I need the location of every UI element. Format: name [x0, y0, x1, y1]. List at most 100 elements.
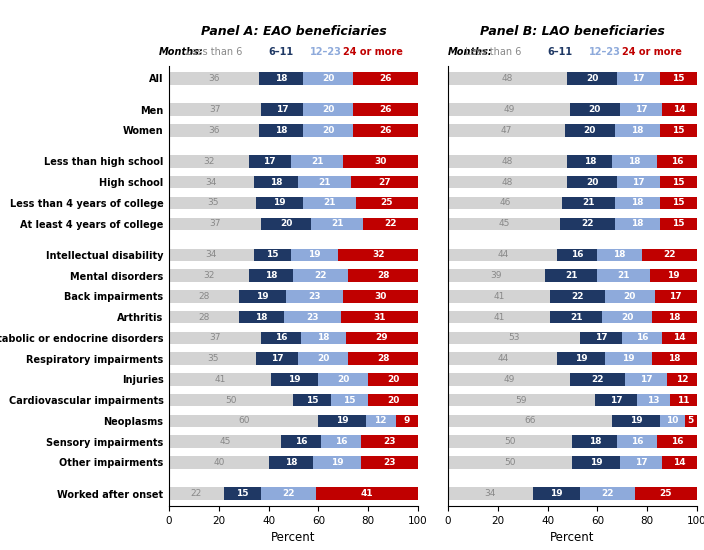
Text: 17: 17: [634, 458, 647, 467]
Bar: [269, 456, 313, 469]
Bar: [567, 176, 617, 189]
Bar: [550, 311, 603, 323]
Bar: [650, 270, 697, 282]
Text: 26: 26: [379, 126, 392, 135]
Bar: [224, 487, 261, 500]
Text: 31: 31: [373, 312, 386, 322]
Text: 15: 15: [672, 199, 684, 207]
Text: 12: 12: [676, 375, 689, 384]
Text: 17: 17: [640, 375, 652, 384]
Text: 13: 13: [647, 395, 660, 405]
Bar: [286, 290, 344, 303]
Bar: [657, 155, 697, 168]
Text: 49: 49: [503, 105, 515, 114]
Bar: [662, 103, 697, 116]
Text: 21: 21: [311, 157, 323, 166]
Text: 24 or more: 24 or more: [622, 47, 682, 57]
Text: 17: 17: [263, 157, 276, 166]
Bar: [281, 436, 321, 448]
Text: 19: 19: [331, 458, 344, 467]
Bar: [169, 72, 258, 85]
Bar: [169, 270, 249, 282]
Text: 66: 66: [524, 416, 536, 425]
Bar: [258, 72, 303, 85]
Bar: [612, 155, 657, 168]
Text: 49: 49: [503, 375, 515, 384]
Bar: [169, 415, 318, 427]
Bar: [567, 72, 617, 85]
Bar: [256, 197, 303, 209]
Bar: [339, 249, 418, 261]
Bar: [316, 487, 418, 500]
Bar: [271, 373, 318, 386]
Text: 37: 37: [209, 333, 221, 343]
Bar: [294, 270, 348, 282]
Text: 20: 20: [318, 354, 329, 363]
Text: 28: 28: [198, 292, 210, 301]
Bar: [670, 394, 697, 406]
Text: 35: 35: [207, 199, 218, 207]
Bar: [396, 415, 418, 427]
Bar: [169, 155, 249, 168]
Text: 19: 19: [550, 489, 562, 498]
Text: 18: 18: [613, 250, 626, 260]
Text: 22: 22: [315, 271, 327, 280]
Text: 15: 15: [266, 250, 279, 260]
Bar: [294, 394, 331, 406]
Text: 20: 20: [387, 375, 399, 384]
Text: 45: 45: [220, 437, 231, 446]
Text: 32: 32: [203, 157, 215, 166]
Bar: [169, 487, 224, 500]
Bar: [572, 436, 617, 448]
Bar: [545, 270, 597, 282]
Text: 44: 44: [497, 250, 508, 260]
Bar: [595, 394, 637, 406]
Text: 22: 22: [581, 219, 593, 228]
Bar: [615, 197, 660, 209]
Bar: [239, 290, 286, 303]
Text: 29: 29: [376, 333, 388, 343]
Bar: [448, 394, 595, 406]
Text: 20: 20: [322, 74, 334, 83]
Bar: [448, 487, 533, 500]
Bar: [597, 270, 650, 282]
Text: 15: 15: [672, 178, 684, 187]
Bar: [660, 124, 697, 136]
Text: 36: 36: [208, 74, 220, 83]
Bar: [660, 72, 697, 85]
Bar: [660, 217, 697, 230]
Bar: [169, 176, 253, 189]
Text: 19: 19: [629, 416, 642, 425]
Bar: [169, 436, 281, 448]
Text: 20: 20: [624, 292, 636, 301]
Text: 19: 19: [667, 271, 679, 280]
Text: 18: 18: [317, 333, 329, 343]
Text: 41: 41: [494, 312, 505, 322]
Bar: [169, 332, 261, 344]
Text: 34: 34: [484, 489, 496, 498]
Bar: [624, 373, 667, 386]
Text: 20: 20: [322, 126, 334, 135]
Bar: [311, 217, 363, 230]
Text: 36: 36: [208, 126, 220, 135]
Bar: [368, 394, 418, 406]
Text: 17: 17: [632, 178, 645, 187]
Text: 15: 15: [672, 126, 684, 135]
Bar: [284, 311, 341, 323]
Text: 17: 17: [634, 105, 647, 114]
X-axis label: Percent: Percent: [551, 531, 595, 544]
Text: 5: 5: [688, 416, 694, 425]
Bar: [261, 217, 311, 230]
Text: 6–11: 6–11: [268, 47, 294, 57]
Bar: [368, 373, 418, 386]
Bar: [597, 249, 642, 261]
Text: 32: 32: [203, 271, 215, 280]
Text: 16: 16: [334, 437, 347, 446]
Text: 39: 39: [491, 271, 502, 280]
Bar: [448, 249, 558, 261]
Bar: [169, 103, 261, 116]
Text: 60: 60: [238, 416, 249, 425]
Text: 40: 40: [213, 458, 225, 467]
Text: 18: 18: [629, 157, 641, 166]
Text: 37: 37: [209, 105, 221, 114]
